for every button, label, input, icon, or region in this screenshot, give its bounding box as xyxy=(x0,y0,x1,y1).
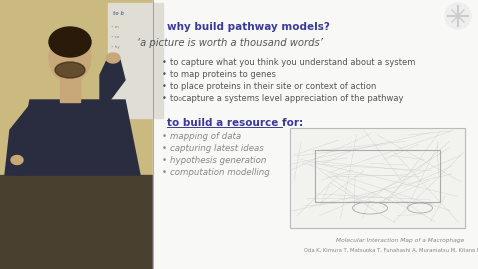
Text: •: • xyxy=(162,94,167,103)
Text: Oda K, Kimura T, Matsuoka T, Funahashi A, Muramatsu M, Kitano H 2004: Oda K, Kimura T, Matsuoka T, Funahashi A… xyxy=(304,248,478,253)
Text: to₀capture a systems level appreciation of the pathway: to₀capture a systems level appreciation … xyxy=(170,94,403,103)
Text: to place proteins in their site or context of action: to place proteins in their site or conte… xyxy=(170,82,376,91)
Text: why build pathway models?: why build pathway models? xyxy=(167,22,330,32)
Ellipse shape xyxy=(49,27,91,57)
Text: •: • xyxy=(162,156,167,165)
Ellipse shape xyxy=(55,62,85,78)
Text: • co: • co xyxy=(111,35,120,39)
Text: to capture what you think you understand about a system: to capture what you think you understand… xyxy=(170,58,415,67)
Text: hypothesis generation: hypothesis generation xyxy=(170,156,266,165)
Text: •: • xyxy=(162,144,167,153)
Bar xyxy=(315,150,440,202)
Text: to b: to b xyxy=(113,11,124,16)
Circle shape xyxy=(445,3,471,29)
Ellipse shape xyxy=(106,53,120,63)
Bar xyxy=(0,175,153,269)
Text: •: • xyxy=(162,132,167,141)
Text: to build a resource for:: to build a resource for: xyxy=(167,118,303,128)
Text: computation modelling: computation modelling xyxy=(170,168,270,177)
Text: •: • xyxy=(162,70,167,79)
Ellipse shape xyxy=(11,155,23,165)
Text: •: • xyxy=(162,168,167,177)
Text: to map proteins to genes: to map proteins to genes xyxy=(170,70,276,79)
Bar xyxy=(153,0,478,269)
Polygon shape xyxy=(5,105,45,175)
Text: • m: • m xyxy=(111,25,119,29)
Text: ‘a picture is worth a thousand words’: ‘a picture is worth a thousand words’ xyxy=(137,38,323,48)
Text: • co: • co xyxy=(111,55,120,59)
Bar xyxy=(60,72,80,102)
Bar xyxy=(0,0,153,175)
Bar xyxy=(108,3,163,118)
Text: Molecular Interaction Map of a Macrophage: Molecular Interaction Map of a Macrophag… xyxy=(336,238,464,243)
Polygon shape xyxy=(15,100,140,175)
Text: capturing latest ideas: capturing latest ideas xyxy=(170,144,264,153)
Bar xyxy=(290,128,465,228)
Bar xyxy=(290,128,465,228)
Bar xyxy=(0,0,153,269)
Ellipse shape xyxy=(49,34,91,82)
Text: •: • xyxy=(162,82,167,91)
Text: •: • xyxy=(162,58,167,67)
Text: • hy: • hy xyxy=(111,45,120,49)
Text: mapping of data: mapping of data xyxy=(170,132,241,141)
Polygon shape xyxy=(100,58,125,100)
